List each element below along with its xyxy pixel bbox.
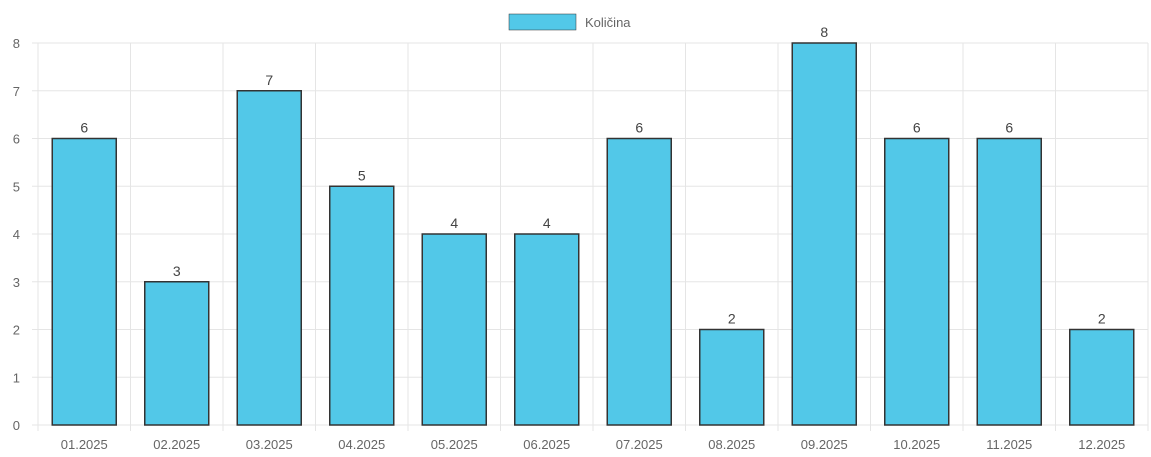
bar[interactable] xyxy=(329,185,395,426)
data-labels: 6 3 7 5 4 4 6 2 8 6 6 2 xyxy=(80,24,1106,327)
x-tick-label: 04.2025 xyxy=(338,437,385,452)
bar[interactable] xyxy=(421,233,487,426)
grid-lines xyxy=(32,42,1149,431)
legend[interactable]: Količina xyxy=(508,13,631,31)
bar[interactable] xyxy=(236,90,302,426)
bar[interactable] xyxy=(699,328,765,426)
bar[interactable] xyxy=(51,137,117,426)
bars xyxy=(51,42,1135,426)
bar-value-label: 2 xyxy=(1098,311,1106,327)
bar-value-label: 7 xyxy=(265,72,273,88)
y-tick-label: 4 xyxy=(13,227,20,242)
y-tick-label: 1 xyxy=(13,370,20,385)
bar-value-label: 5 xyxy=(358,167,366,183)
bar-value-label: 8 xyxy=(820,24,828,40)
x-tick-label: 02.2025 xyxy=(153,437,200,452)
bar-value-label: 3 xyxy=(173,263,181,279)
y-tick-label: 8 xyxy=(13,36,20,51)
y-tick-label: 0 xyxy=(13,418,20,433)
bar-value-label: 4 xyxy=(543,215,551,231)
y-tick-label: 2 xyxy=(13,323,20,338)
bar-value-label: 4 xyxy=(450,215,458,231)
bar[interactable] xyxy=(144,281,210,426)
x-axis: 01.2025 02.2025 03.2025 04.2025 05.2025 06.20… xyxy=(61,437,1126,452)
bar-value-label: 6 xyxy=(80,120,88,136)
x-tick-label: 05.2025 xyxy=(431,437,478,452)
bar-value-label: 2 xyxy=(728,311,736,327)
bar-value-label: 6 xyxy=(1005,120,1013,136)
x-tick-label: 12.2025 xyxy=(1078,437,1125,452)
bar[interactable] xyxy=(606,137,672,426)
x-tick-label: 11.2025 xyxy=(986,437,1032,452)
legend-label[interactable]: Količina xyxy=(585,15,631,30)
y-axis: 0 1 2 3 4 5 6 7 8 xyxy=(13,36,20,433)
x-tick-label: 09.2025 xyxy=(801,437,848,452)
y-tick-label: 5 xyxy=(13,179,20,194)
legend-swatch[interactable] xyxy=(508,13,577,31)
y-tick-label: 7 xyxy=(13,84,20,99)
y-tick-label: 3 xyxy=(13,275,20,290)
bar[interactable] xyxy=(791,42,857,426)
bar[interactable] xyxy=(1069,328,1135,426)
bar-value-label: 6 xyxy=(913,120,921,136)
x-tick-label: 03.2025 xyxy=(246,437,293,452)
bar-value-label: 6 xyxy=(635,120,643,136)
x-tick-label: 08.2025 xyxy=(708,437,755,452)
x-tick-label: 01.2025 xyxy=(61,437,108,452)
x-tick-label: 10.2025 xyxy=(893,437,940,452)
bar[interactable] xyxy=(976,137,1042,426)
bar[interactable] xyxy=(884,137,950,426)
bar[interactable] xyxy=(514,233,580,426)
x-tick-label: 06.2025 xyxy=(523,437,570,452)
x-tick-label: 07.2025 xyxy=(616,437,663,452)
y-tick-label: 6 xyxy=(13,132,20,147)
